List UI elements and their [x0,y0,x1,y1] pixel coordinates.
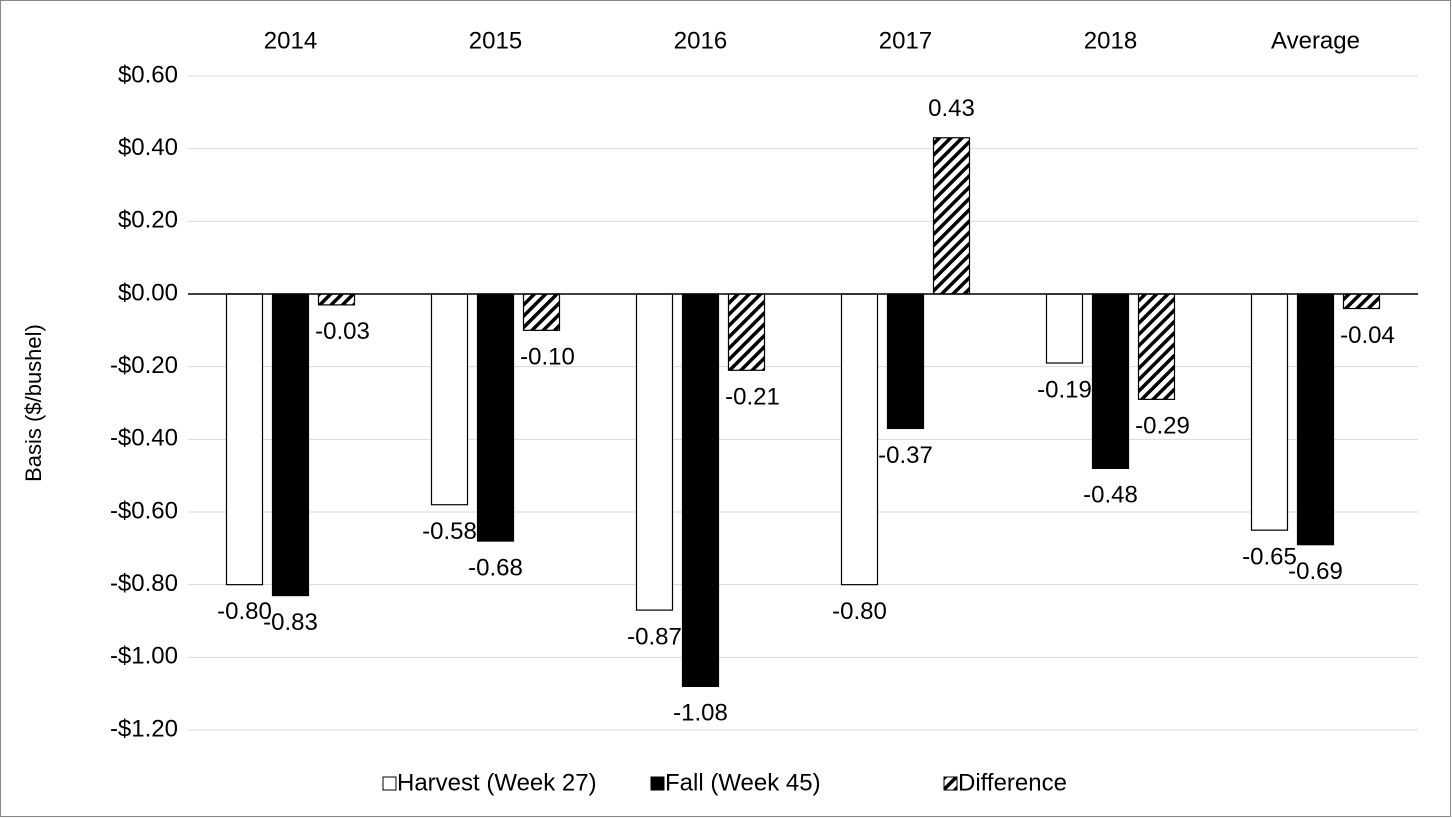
bar [1091,293,1130,469]
y-tick-label: -$0.80 [110,570,178,597]
data-label: -0.48 [1083,482,1138,509]
legend-label: Fall (Week 45) [665,769,821,796]
data-label: -0.87 [627,623,682,650]
bar [430,293,469,506]
data-label: -0.83 [263,609,318,636]
data-label: -0.03 [315,318,370,345]
data-label: -0.58 [422,518,477,545]
y-tick-label: $0.60 [118,61,178,88]
bar [932,137,971,295]
y-tick-label: $0.00 [118,279,178,306]
y-axis-title: Basis ($/bushel) [21,324,46,482]
bar [1342,293,1381,310]
y-tick-label: -$1.20 [110,715,178,742]
bar [476,293,515,542]
bar [727,293,766,371]
y-tick-label: $0.40 [118,134,178,161]
data-label: -0.68 [468,554,523,581]
bar [1137,293,1176,400]
y-tick-label: -$0.60 [110,497,178,524]
bar [1250,293,1289,531]
legend-label: Difference [958,769,1067,796]
data-label: -0.37 [878,442,933,469]
data-label: -0.29 [1135,413,1190,440]
bar [681,293,720,687]
x-tick-label: 2014 [264,27,317,54]
bar [522,293,561,331]
bar [225,293,264,586]
x-tick-label: 2016 [674,27,727,54]
bar [271,293,310,597]
data-label: -0.69 [1288,558,1343,585]
y-tick-label: $0.20 [118,207,178,234]
data-label: -0.80 [217,598,272,625]
bar [635,293,674,611]
data-label: -0.65 [1242,544,1297,571]
legend-label: Harvest (Week 27) [397,769,597,796]
y-tick-label: -$0.20 [110,352,178,379]
data-label: -0.80 [832,598,887,625]
x-tick-label: 2018 [1084,27,1137,54]
data-label: -0.10 [520,344,575,371]
legend-swatch [650,776,665,791]
legend-swatch [382,776,397,791]
x-tick-label: 2015 [469,27,522,54]
y-tick-label: -$0.40 [110,425,178,452]
legend-swatch [943,776,958,791]
data-label: 0.43 [928,95,975,122]
bar [1045,293,1084,364]
x-tick-label: Average [1271,27,1360,54]
bar [840,293,879,586]
bar [886,293,925,430]
bar [317,293,356,306]
data-label: -0.04 [1340,322,1395,349]
data-label: -1.08 [673,700,728,727]
y-tick-label: -$1.00 [110,643,178,670]
data-label: -0.19 [1037,376,1092,403]
x-tick-label: 2017 [879,27,932,54]
data-label: -0.21 [725,384,780,411]
bar [1296,293,1335,546]
